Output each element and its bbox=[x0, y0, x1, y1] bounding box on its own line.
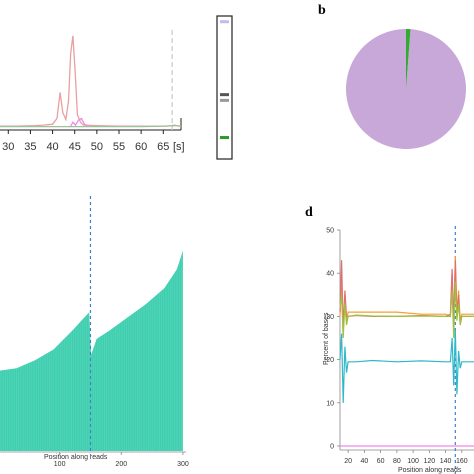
base-composition-x-tick-label: 80 bbox=[393, 458, 401, 465]
base-composition-x-tick-label: 100 bbox=[407, 458, 419, 465]
gel-band-1 bbox=[220, 93, 229, 97]
base-composition-x-tick-label: 120 bbox=[423, 458, 435, 465]
base-composition-x-label: Position along reads bbox=[398, 467, 462, 474]
base-composition-x-tick-label: 40 bbox=[360, 458, 368, 465]
electropherogram-tick-label: 35 bbox=[24, 141, 36, 153]
coverage-tick-label: 200 bbox=[115, 461, 127, 468]
gel-band-2 bbox=[220, 98, 229, 102]
gel-lane-frame bbox=[216, 15, 233, 160]
base-composition-x-tick-label: 60 bbox=[377, 458, 385, 465]
coverage-tick-label: 300 bbox=[177, 461, 189, 468]
electropherogram-tick-label: 60 bbox=[135, 141, 147, 153]
gel-band-0 bbox=[220, 20, 229, 24]
base-composition-y-tick-label: 50 bbox=[326, 228, 334, 235]
electropherogram-chart: 30 35 40 45 50 55 60 65 [s] bbox=[0, 30, 185, 153]
pie-slice-1 bbox=[406, 29, 411, 89]
electropherogram-series-2 bbox=[0, 124, 182, 128]
base-composition-series-3 bbox=[339, 329, 474, 403]
panel-label-b: b bbox=[318, 3, 326, 18]
electropherogram-tick-label: 50 bbox=[91, 141, 103, 153]
base-composition-y-tick-label: 20 bbox=[326, 357, 334, 364]
base-composition-y-label: Percent of bases bbox=[323, 312, 330, 365]
electropherogram-tick-label: 40 bbox=[46, 141, 58, 153]
base-composition-y-tick-label: 40 bbox=[326, 271, 334, 278]
base-composition-x-tick-label: 20 bbox=[344, 458, 352, 465]
base-composition-y-tick-label: 30 bbox=[326, 314, 334, 321]
coverage-x-label: Position along reads bbox=[44, 454, 108, 461]
panel-label-d: d bbox=[305, 205, 313, 220]
base-composition-y-tick-label: 0 bbox=[330, 444, 334, 451]
electropherogram-series-1 bbox=[69, 117, 89, 128]
electropherogram-tick-label: 65 bbox=[157, 141, 169, 153]
gel-band-3 bbox=[220, 136, 229, 140]
electropherogram-tick-label: 55 bbox=[113, 141, 125, 153]
pie-slice-0 bbox=[346, 29, 467, 149]
base-composition-x-tick-label: 160 bbox=[456, 458, 468, 465]
electropherogram-series-0 bbox=[0, 35, 182, 127]
electropherogram-tick-label: 30 bbox=[2, 141, 14, 153]
base-composition-series-2 bbox=[339, 281, 474, 339]
gel-lane bbox=[216, 15, 233, 160]
base-composition-chart: 0 10 20 30 40 50 20 40 60 80 100 120 140 160 Percent… bbox=[323, 226, 474, 474]
base-composition-y-tick-label: 10 bbox=[326, 400, 334, 407]
coverage-tick-label: 100 bbox=[54, 461, 66, 468]
coverage-chart: 100 200 300 Position along reads bbox=[0, 196, 189, 468]
electropherogram-tick-label: 45 bbox=[69, 141, 81, 153]
base-composition-x-tick-label: 140 bbox=[440, 458, 452, 465]
electropherogram-unit-label: [s] bbox=[173, 141, 185, 153]
coverage-bars bbox=[0, 250, 183, 451]
pie-chart bbox=[346, 29, 467, 149]
